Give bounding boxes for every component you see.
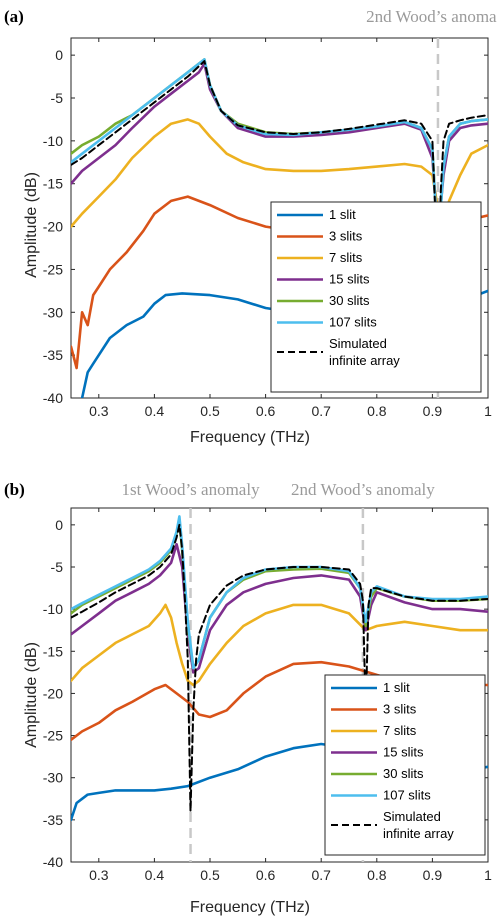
legend-label: 7 slits [329,250,363,265]
anomaly-label: 1st Wood’s anomaly [121,480,260,499]
x-tick-label: 0.9 [423,403,443,419]
x-tick-label: 0.7 [311,867,331,883]
x-tick-label: 0.8 [367,867,387,883]
x-tick-label: 0.8 [367,403,387,419]
legend-label: infinite array [383,826,454,841]
y-tick-label: -20 [43,219,63,235]
y-tick-label: -15 [43,643,63,659]
y-tick-label: -40 [43,854,63,870]
legend-label: 30 slits [329,293,370,308]
legend-label: 7 slits [383,723,417,738]
x-tick-label: 0.5 [200,867,220,883]
series-line-simulated-infinite-array [71,60,488,322]
legend-label: 3 slits [329,229,363,244]
x-tick-label: 0.3 [89,867,109,883]
panel-a-xlabel: Frequency (THz) [190,429,310,446]
legend-label: Simulated [329,336,387,351]
y-tick-label: -10 [43,601,63,617]
x-tick-label: 0.5 [200,403,220,419]
legend-label: 1 slit [329,207,356,222]
series-line-107-slits [71,58,488,254]
panel-a-ylabel: Amplitude (dB) [23,172,40,278]
y-tick-label: -15 [43,176,63,192]
y-tick-label: -25 [43,261,63,277]
panel-b-label: (b) [4,480,25,499]
x-tick-label: 1 [484,867,492,883]
legend-label: Simulated [383,809,441,824]
legend-label: 1 slit [383,680,410,695]
anomaly-label: 2nd Wood’s anomaly [291,480,435,499]
x-tick-label: 0.6 [256,867,276,883]
y-tick-label: 0 [55,517,63,533]
y-tick-label: -30 [43,304,63,320]
legend-label: infinite array [329,353,400,368]
y-tick-label: -30 [43,770,63,786]
y-tick-label: 0 [55,47,63,63]
y-tick-label: -20 [43,685,63,701]
y-tick-label: -5 [51,559,64,575]
panel-b-ylabel: Amplitude (dB) [23,642,40,748]
panel-a: (a) Frequency (THz) Amplitude (dB) 0.3 0.… [4,7,497,446]
series-line-simulated-infinite-array [71,523,488,813]
legend: 1 slit 3 slits 7 slits 15 slits 30 slits 107 … [324,674,486,856]
y-tick-label: -35 [43,812,63,828]
x-tick-label: 0.6 [256,403,276,419]
series-line-7-slits [71,603,488,687]
y-tick-label: -5 [51,90,64,106]
legend-label: 107 slits [329,315,377,330]
x-tick-label: 0.7 [311,403,331,419]
y-tick-label: -35 [43,347,63,363]
x-tick-label: 0.4 [145,403,165,419]
y-tick-label: -25 [43,728,63,744]
series-line-107-slits [71,515,488,670]
legend-label: 30 slits [383,766,424,781]
y-tick-label: -10 [43,133,63,149]
x-tick-label: 0.3 [89,403,109,419]
legend-label: 15 slits [329,272,370,287]
x-tick-label: 0.4 [145,867,165,883]
legend-label: 3 slits [383,702,417,717]
legend-box [324,674,486,856]
panel-b-xlabel: Frequency (THz) [190,899,310,916]
anomaly-label: 2nd Wood’s anomaly [366,7,497,26]
legend-box [270,201,482,393]
series-line-15-slits [71,542,488,674]
y-tick-label: -40 [43,390,63,406]
legend: 1 slit 3 slits 7 slits 15 slits 30 slits 107 … [270,201,482,393]
panel-a-label: (a) [4,7,24,26]
legend-label: 15 slits [383,745,424,760]
x-tick-label: 0.9 [423,867,443,883]
x-tick-label: 1 [484,403,492,419]
panel-b: (b) Frequency (THz) Amplitude (dB) 0.3 0.… [4,480,492,916]
legend-label: 107 slits [383,788,431,803]
